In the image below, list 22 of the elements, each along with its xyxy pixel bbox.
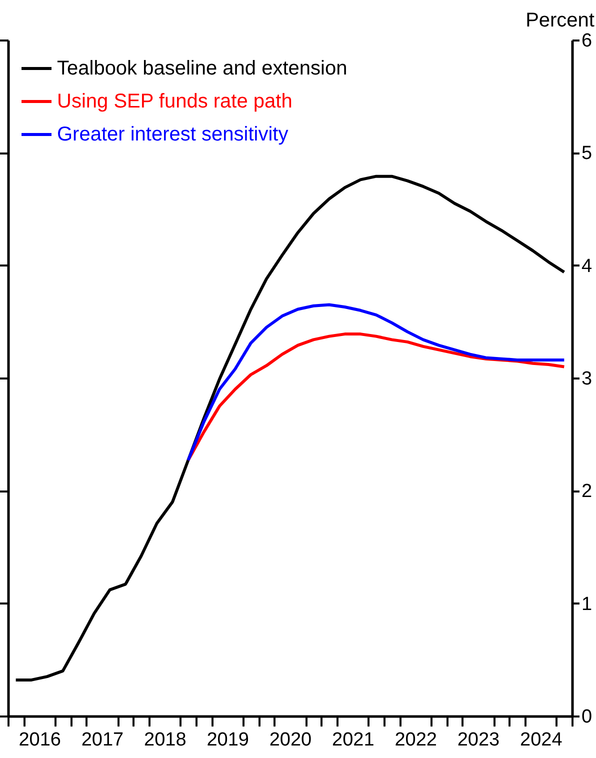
- x-tick-label: 2023: [457, 730, 500, 750]
- x-tick-label: 2020: [269, 730, 312, 750]
- y-tick-label: 2: [582, 481, 592, 502]
- legend-label: Tealbook baseline and extension: [57, 58, 348, 80]
- y-tick-label: 4: [582, 256, 592, 277]
- y-tick-label: 3: [582, 368, 592, 390]
- x-tick-label: 2017: [81, 730, 124, 750]
- x-tick-label: 2022: [394, 730, 437, 750]
- y-tick-label: 6: [582, 30, 592, 52]
- y-tick-label: 1: [582, 594, 592, 615]
- legend-label: Greater interest sensitivity: [57, 124, 288, 146]
- y-tick-label: 0: [582, 706, 592, 728]
- line-series: [186, 303, 566, 462]
- line-series: [14, 174, 566, 682]
- y-axis-title: Percent: [526, 10, 595, 32]
- x-tick-label: 2019: [206, 730, 249, 750]
- legend-label: Using SEP funds rate path: [57, 90, 292, 112]
- x-tick-label: 2018: [144, 730, 186, 750]
- x-tick-label: 2021: [332, 730, 374, 750]
- y-tick-label: 5: [582, 143, 592, 164]
- x-tick-label: 2024: [520, 730, 563, 750]
- x-tick-label: 2016: [18, 730, 61, 750]
